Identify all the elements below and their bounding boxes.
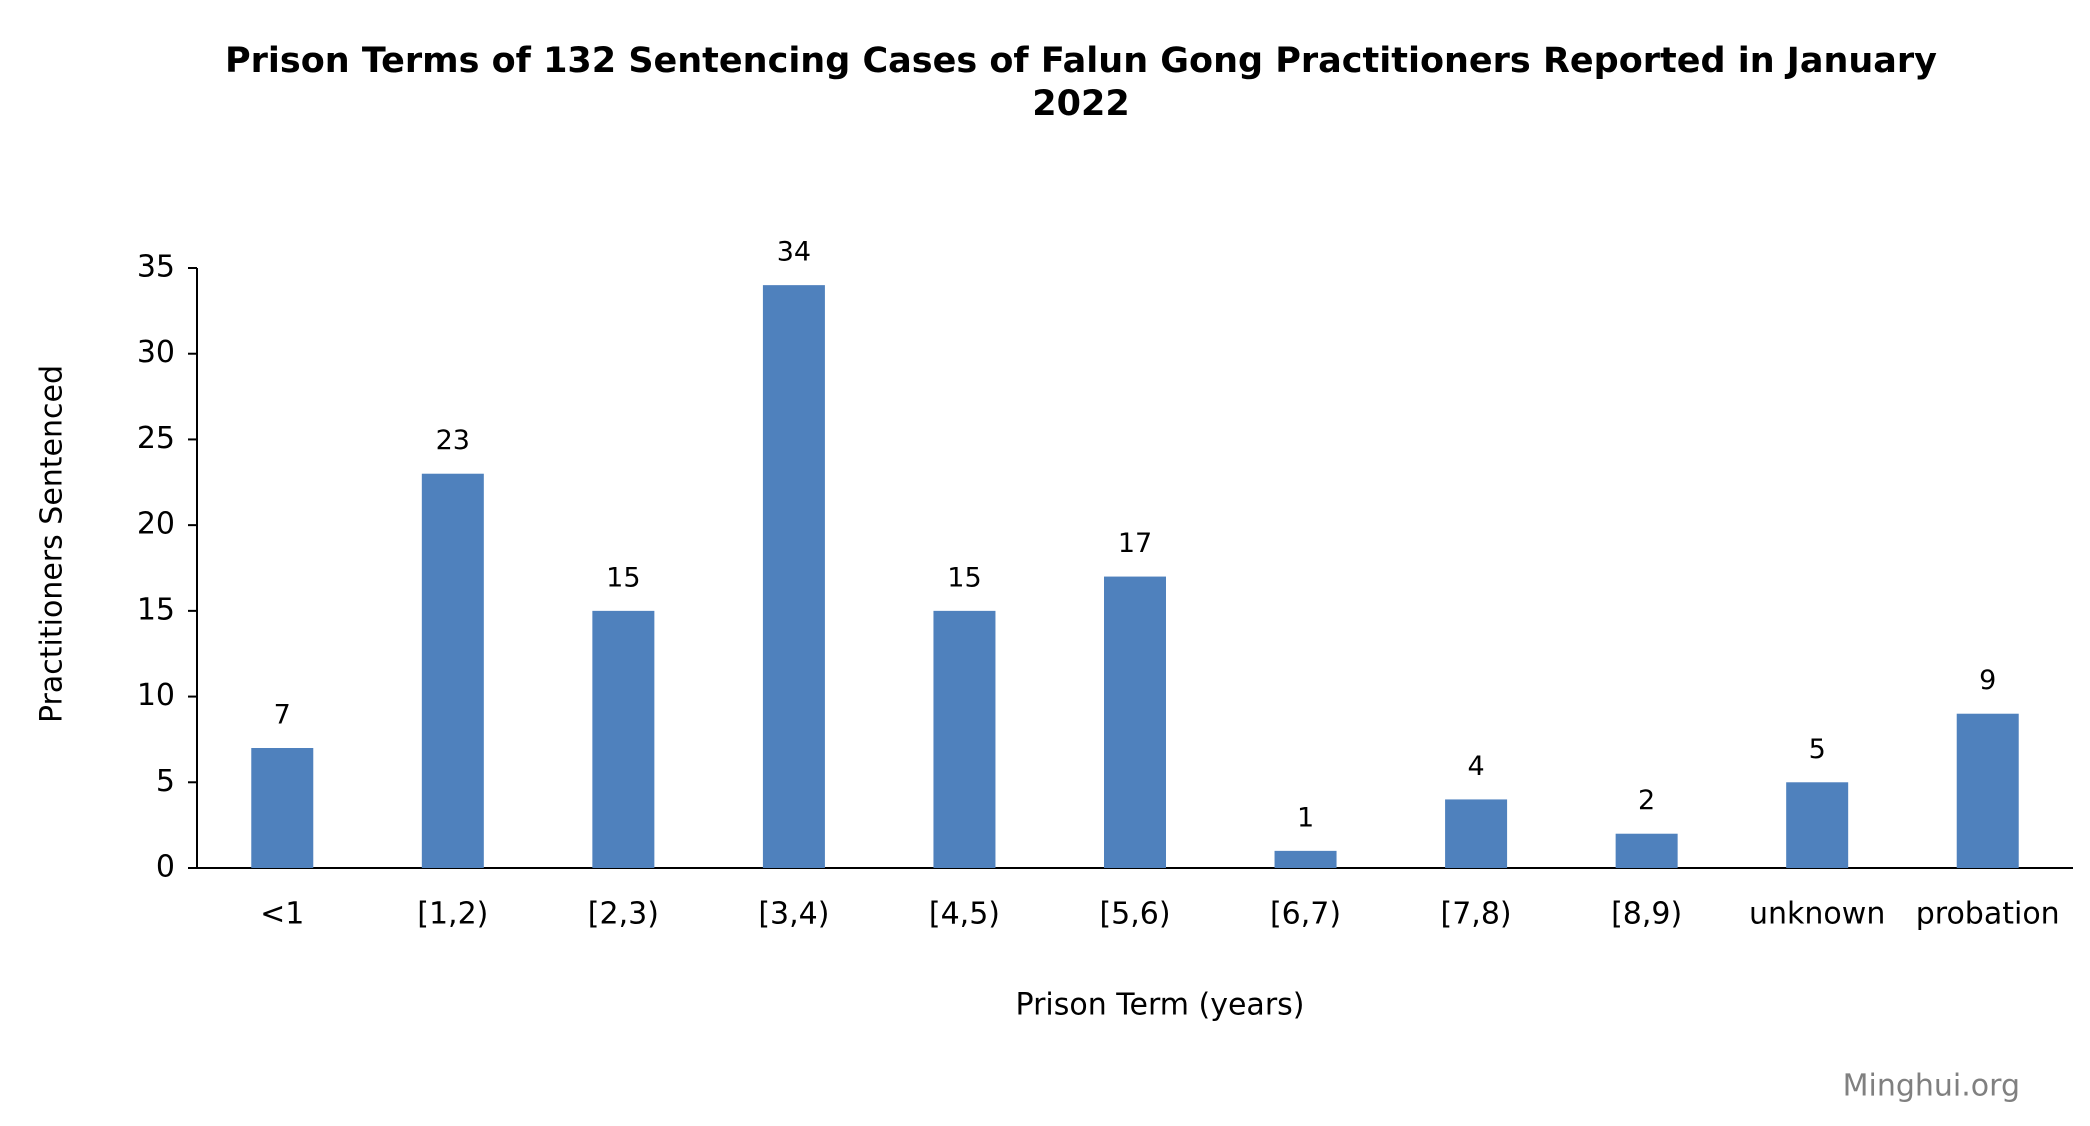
x-tick-label: probation <box>1916 897 2060 932</box>
data-label: 1 <box>1297 802 1314 833</box>
x-tick-label: [5,6) <box>1099 897 1170 932</box>
y-tick-label: 25 <box>137 421 175 456</box>
bar <box>592 610 655 868</box>
bar <box>251 748 314 868</box>
y-tick-label: 10 <box>137 678 175 713</box>
data-label: 15 <box>947 562 981 593</box>
y-tick-label: 15 <box>137 592 175 627</box>
y-tick-label: 30 <box>137 335 175 370</box>
y-tick-label: 35 <box>137 250 175 285</box>
data-label: 23 <box>436 425 470 456</box>
data-label: 34 <box>777 237 811 268</box>
bar <box>1274 850 1337 868</box>
bar <box>1104 576 1166 868</box>
y-tick-label: 20 <box>137 507 175 542</box>
data-label: 2 <box>1638 785 1655 816</box>
y-axis-label: Practitioners Sentenced <box>35 365 70 723</box>
data-label: 4 <box>1467 751 1484 782</box>
x-tick-label: [6,7) <box>1270 897 1341 932</box>
data-label: 15 <box>606 562 640 593</box>
data-label: 17 <box>1118 528 1152 559</box>
bar <box>762 285 825 869</box>
bar <box>1615 833 1678 868</box>
x-tick-label: [4,5) <box>929 897 1000 932</box>
x-tick-label: [3,4) <box>758 897 829 932</box>
bar <box>933 610 996 868</box>
bar <box>1786 782 1849 868</box>
data-label: 5 <box>1809 734 1826 765</box>
data-label: 7 <box>274 700 291 731</box>
x-tick-label: <1 <box>260 897 304 932</box>
y-tick-label: 0 <box>156 850 175 885</box>
x-tick-label: [2,3) <box>588 897 659 932</box>
bar <box>421 473 484 868</box>
bar <box>1445 799 1508 868</box>
chart-title: Prison Terms of 132 Sentencing Cases of … <box>225 41 1937 124</box>
x-tick-label: unknown <box>1749 897 1885 932</box>
x-tick-label: [8,9) <box>1611 897 1682 932</box>
x-tick-label: [1,2) <box>417 897 488 932</box>
x-axis-label: Prison Term (years) <box>1016 988 1305 1023</box>
bar <box>1956 713 2019 868</box>
watermark: Minghui.org <box>1843 1069 2020 1104</box>
y-tick-label: 5 <box>156 764 175 799</box>
data-label: 9 <box>1979 665 1996 696</box>
x-tick-label: [7,8) <box>1441 897 1512 932</box>
